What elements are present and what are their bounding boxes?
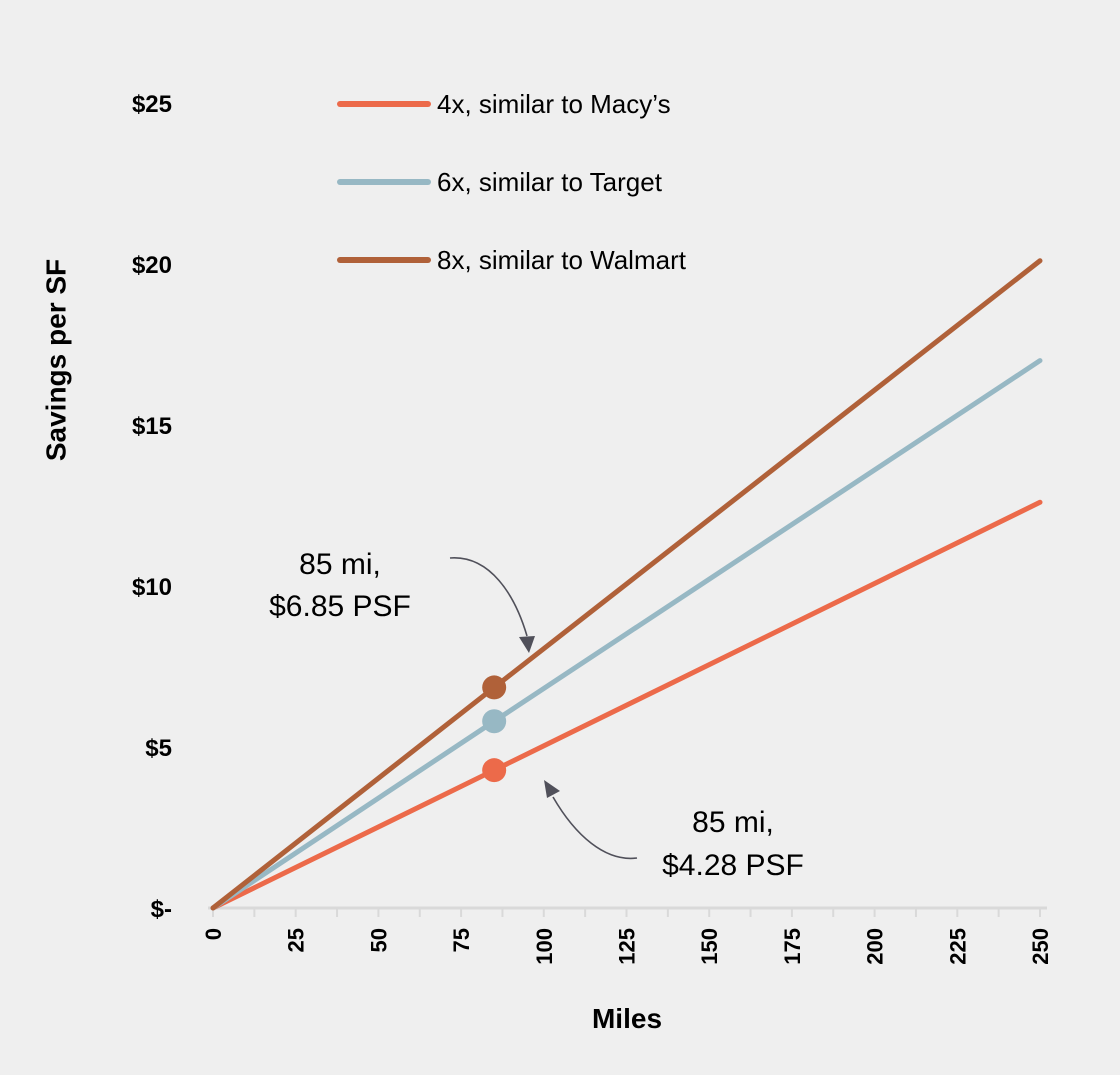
x-tick-label: 250 [1028, 928, 1053, 965]
data-point-marker [482, 758, 507, 783]
x-tick-label: 150 [697, 928, 722, 965]
x-tick-label: 100 [532, 928, 557, 965]
annotation-line-2: $4.28 PSF [662, 849, 804, 882]
legend-item: 8x, similar to Walmart [337, 245, 687, 275]
y-tick-label: $15 [132, 413, 172, 440]
annotation-arrow-line [449, 557, 528, 637]
x-tick-label: 25 [284, 928, 309, 952]
series-line-2 [210, 258, 1043, 911]
arrowhead-icon [519, 636, 535, 653]
annotation-arrow-line [552, 796, 638, 860]
y-axis-title: Savings per SF [40, 259, 71, 461]
annotations: 85 mi, $6.85 PSF 85 mi, $4.28 PSF [269, 548, 804, 882]
x-tick-label: 200 [863, 928, 888, 965]
annotation-walmart-85mi: 85 mi, $6.85 PSF [269, 548, 535, 653]
legend-label: 6x, similar to Target [437, 167, 663, 197]
x-axis-title: Miles [592, 1003, 662, 1034]
data-point-markers [482, 675, 507, 783]
annotation-line-2: $6.85 PSF [269, 590, 411, 623]
data-point-marker [482, 675, 507, 700]
x-axis: 0 25 50 75 100 125 150 175 200 225 250 [201, 906, 1053, 965]
series-line-1 [210, 358, 1043, 911]
x-tick-label: 75 [449, 928, 474, 952]
x-tick-label: 175 [780, 928, 805, 965]
data-point-marker [482, 709, 507, 734]
annotation-macys-85mi: 85 mi, $4.28 PSF [544, 780, 804, 882]
legend-item: 4x, similar to Macy’s [337, 89, 671, 119]
x-tick-label: 225 [945, 928, 970, 965]
series-lines [210, 258, 1043, 911]
y-tick-label: $25 [132, 91, 172, 118]
x-tick-label: 125 [615, 928, 640, 965]
y-tick-label: $10 [132, 574, 172, 601]
arrowhead-icon [544, 780, 560, 798]
y-tick-label: $20 [132, 252, 172, 279]
annotation-line-1: 85 mi, [299, 548, 381, 581]
y-tick-label: $- [151, 896, 172, 923]
x-tick-label: 0 [201, 928, 226, 940]
legend-label: 8x, similar to Walmart [437, 245, 687, 275]
x-tick-label: 50 [366, 928, 391, 952]
legend: 4x, similar to Macy’s 6x, similar to Targ… [337, 89, 687, 275]
y-tick-label: $5 [145, 735, 172, 762]
y-axis: $- $5 $10 $15 $20 $25 [132, 91, 172, 923]
annotation-line-1: 85 mi, [692, 806, 774, 839]
legend-item: 6x, similar to Target [337, 167, 663, 197]
legend-label: 4x, similar to Macy’s [437, 89, 671, 119]
